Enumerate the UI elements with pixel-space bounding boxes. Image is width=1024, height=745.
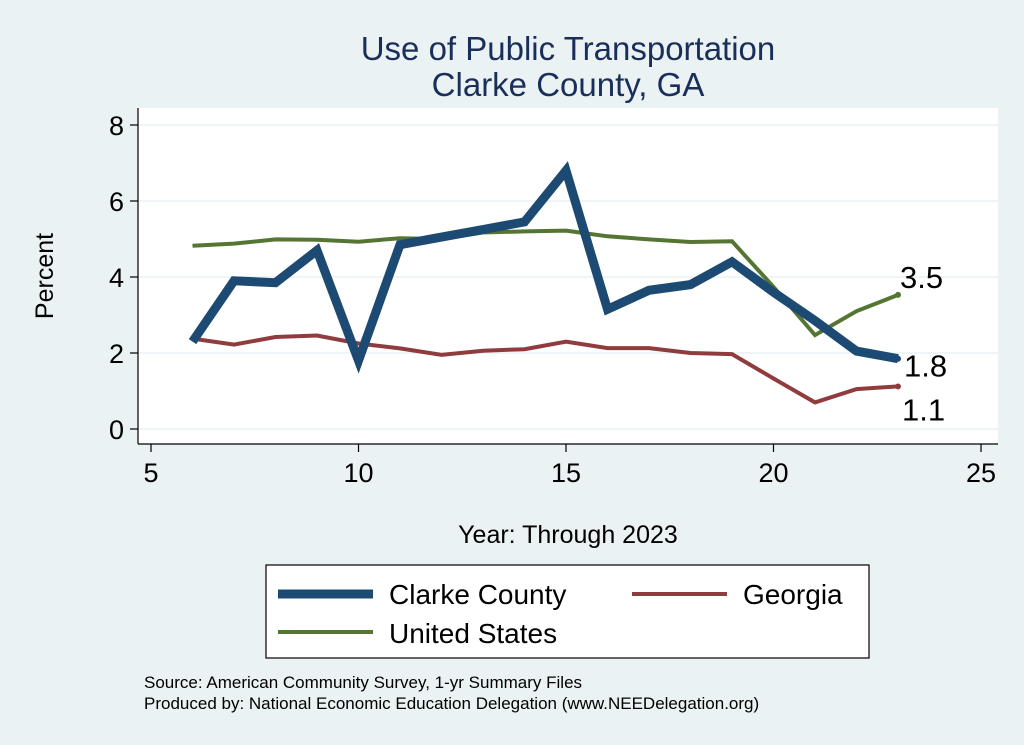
legend-label-united-states: United States [389, 618, 557, 649]
y-tick-label-2: 2 [109, 339, 124, 369]
end-label-georgia: 1.1 [902, 392, 945, 427]
legend-label-clarke-county: Clarke County [389, 579, 566, 610]
y-axis-title: Percent [31, 233, 59, 319]
chart-subtitle: Clarke County, GA [432, 66, 705, 103]
x-tick-label-10: 10 [343, 458, 373, 488]
end-marker-georgia [895, 383, 901, 390]
x-tick-label-5: 5 [143, 458, 158, 488]
legend-label-georgia: Georgia [743, 579, 843, 610]
x-tick-label-20: 20 [758, 458, 788, 488]
legend-box [265, 564, 870, 659]
y-tick-label-4: 4 [109, 263, 124, 293]
y-tick-label-0: 0 [109, 415, 124, 445]
x-tick-label-15: 15 [551, 458, 581, 488]
end-label-clarke-county: 1.8 [904, 349, 947, 384]
chart-title: Use of Public Transportation [361, 30, 776, 67]
x-tick-label-25: 25 [966, 458, 996, 488]
y-tick-label-8: 8 [109, 111, 124, 141]
end-label-united-states: 3.5 [900, 260, 943, 295]
series-line-clarke-county [188, 161, 899, 374]
end-labels: 1.8 1.1 3.5 [895, 260, 947, 427]
series-line-georgia [192, 333, 899, 405]
end-marker-clarke-county [895, 355, 901, 362]
source-note: Source: American Community Survey, 1-yr … [144, 673, 582, 692]
producer-note: Produced by: National Economic Education… [144, 694, 759, 713]
y-axis-ticks: 0 2 4 6 8 [109, 111, 138, 445]
x-axis-ticks: 5 10 15 20 25 [143, 444, 996, 488]
series-group [188, 161, 899, 405]
x-axis-title: Year: Through 2023 [458, 521, 678, 549]
end-marker-united-states [895, 291, 901, 298]
plot-area [138, 108, 998, 444]
y-tick-label-6: 6 [109, 187, 124, 217]
